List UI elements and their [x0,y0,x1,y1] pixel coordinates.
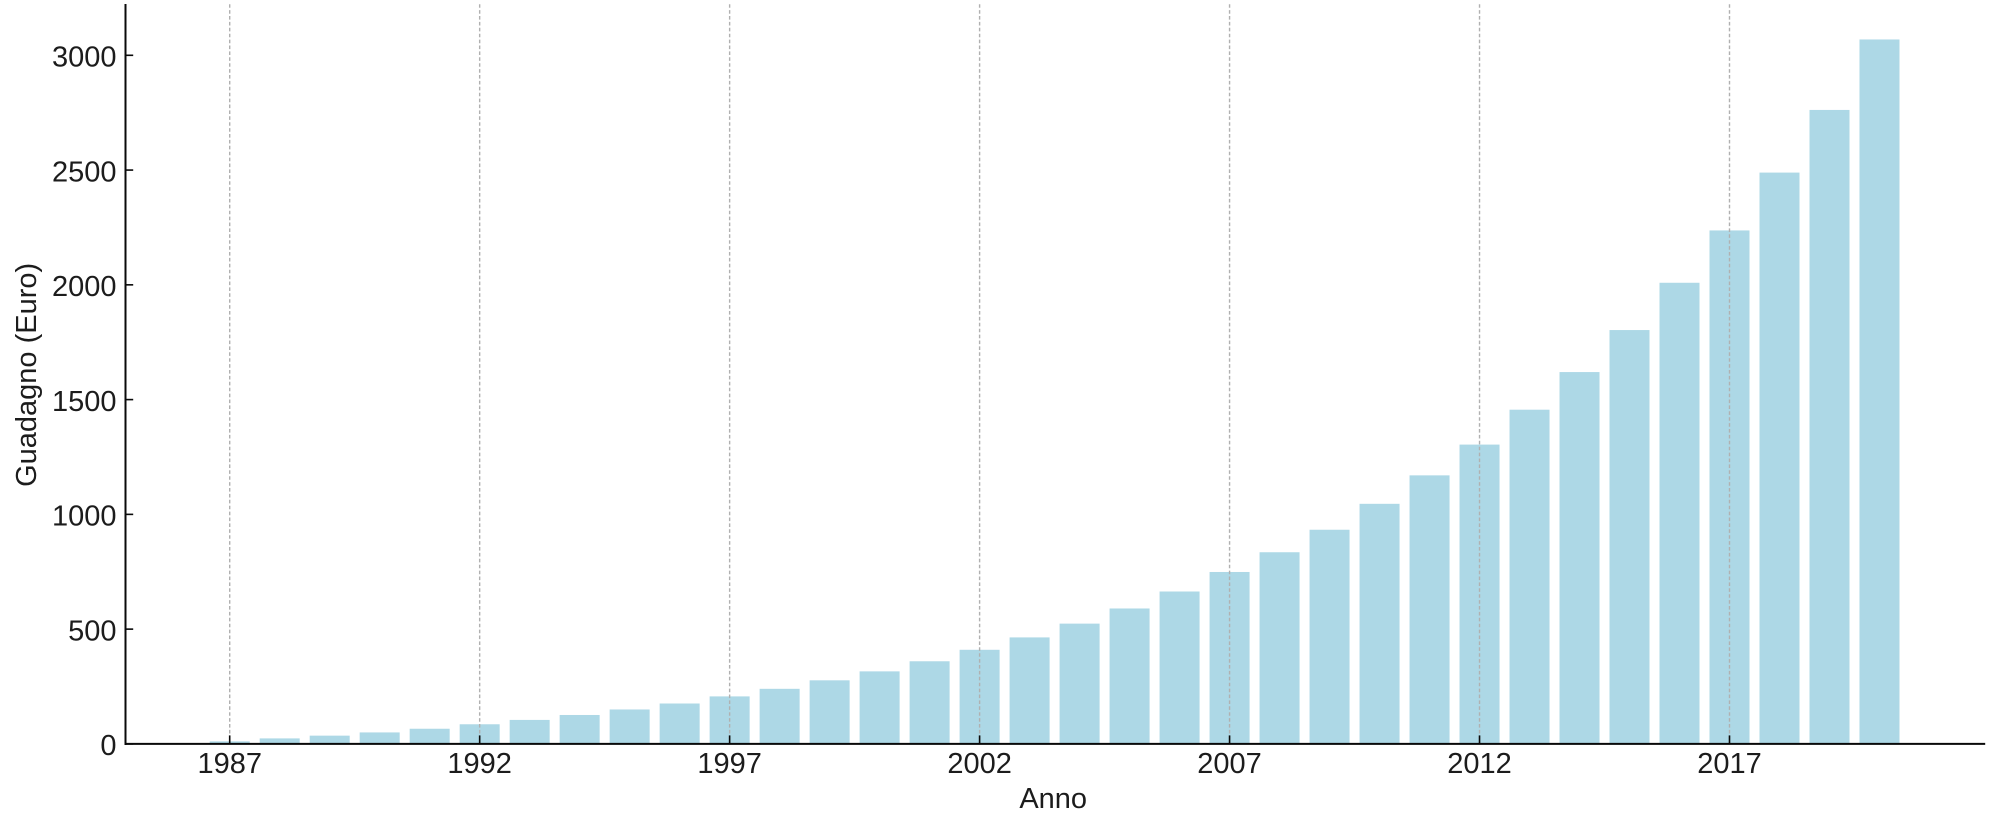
svg-text:1500: 1500 [52,386,117,418]
svg-text:1987: 1987 [197,748,262,780]
svg-text:1000: 1000 [52,501,117,533]
svg-text:2500: 2500 [52,156,117,188]
svg-text:2000: 2000 [52,271,117,303]
svg-text:2017: 2017 [1697,748,1762,780]
svg-text:0: 0 [100,730,116,762]
svg-text:Guadagno (Euro): Guadagno (Euro) [11,263,43,487]
svg-text:2002: 2002 [947,748,1012,780]
svg-text:1992: 1992 [447,748,512,780]
svg-text:500: 500 [68,615,116,647]
svg-text:3000: 3000 [52,42,117,74]
svg-text:2007: 2007 [1197,748,1262,780]
svg-text:1997: 1997 [697,748,762,780]
svg-text:2012: 2012 [1447,748,1512,780]
svg-text:Anno: Anno [1019,783,1087,815]
